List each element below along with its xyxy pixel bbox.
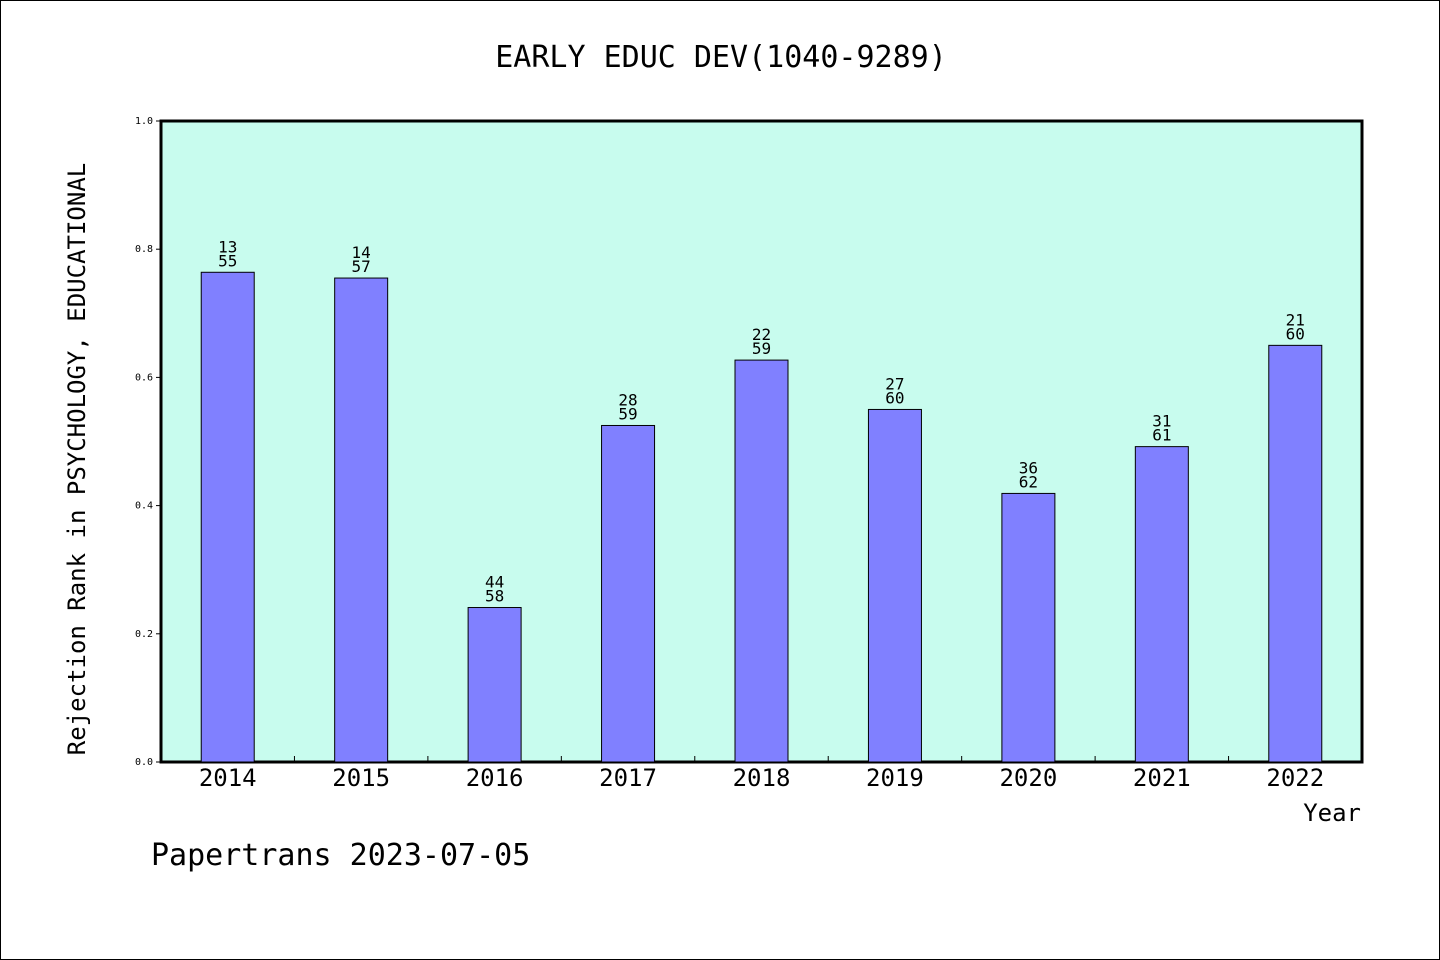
x-tick-label: 2015 bbox=[332, 764, 390, 792]
y-tick-label: 0.4 bbox=[135, 501, 153, 512]
x-tick-label: 2016 bbox=[466, 764, 524, 792]
footer-text: Papertrans 2023-07-05 bbox=[151, 838, 530, 873]
bar-2022 bbox=[1268, 344, 1323, 763]
x-tick-label: 2019 bbox=[866, 764, 924, 792]
bar-rank-label: 13 bbox=[218, 237, 237, 256]
y-axis-ticks: 0.0 0.2 0.4 0.6 0.8 1.0 bbox=[135, 116, 161, 768]
bar-total-label: 59 bbox=[752, 339, 771, 358]
bar-2021 bbox=[1134, 446, 1189, 763]
x-tick-label: 2018 bbox=[733, 764, 791, 792]
bar-rank-label: 21 bbox=[1286, 310, 1305, 329]
y-tick-label: 1.0 bbox=[135, 116, 153, 127]
bar-2016 bbox=[467, 607, 522, 763]
x-tick-label: 2014 bbox=[199, 764, 257, 792]
bar-rank-label: 28 bbox=[618, 390, 637, 409]
bar-rank-label: 44 bbox=[485, 573, 504, 592]
y-axis-label: Rejection Rank in PSYCHOLOGY, EDUCATIONA… bbox=[63, 163, 91, 755]
y-tick-label: 0.0 bbox=[135, 757, 153, 768]
bar-2014 bbox=[200, 271, 255, 763]
bar-total-label: 61 bbox=[1152, 426, 1171, 445]
bar-2015 bbox=[334, 277, 389, 763]
x-axis-label: Year bbox=[1303, 799, 1361, 827]
bar-rank-label: 36 bbox=[1019, 458, 1038, 477]
bar-total-label: 62 bbox=[1019, 472, 1038, 491]
bar-rank-label: 31 bbox=[1152, 412, 1171, 431]
chart-title: EARLY EDUC DEV(1040-9289) bbox=[495, 40, 947, 75]
y-tick-label: 0.2 bbox=[135, 629, 153, 640]
x-axis-ticks: 2014 2015 2016 2017 2018 2019 2020 2021 2022 bbox=[199, 756, 1324, 792]
bar-2019 bbox=[867, 408, 922, 763]
bar-2017 bbox=[601, 424, 656, 763]
x-tick-label: 2020 bbox=[999, 764, 1057, 792]
bar-total-label: 60 bbox=[885, 388, 904, 407]
y-tick-label: 0.6 bbox=[135, 372, 153, 383]
x-tick-label: 2017 bbox=[599, 764, 657, 792]
bar-total-label: 57 bbox=[352, 257, 371, 276]
bar-rank-label: 22 bbox=[752, 325, 771, 344]
bar-total-label: 55 bbox=[218, 251, 237, 270]
bar-2020 bbox=[1001, 492, 1056, 763]
bar-rank-label: 14 bbox=[352, 243, 371, 262]
bar-2018 bbox=[734, 359, 789, 763]
bar-total-label: 60 bbox=[1286, 324, 1305, 343]
bar-total-label: 59 bbox=[618, 404, 637, 423]
x-tick-label: 2021 bbox=[1133, 764, 1191, 792]
bar-rank-label: 27 bbox=[885, 374, 904, 393]
y-tick-label: 0.8 bbox=[135, 244, 153, 255]
bar-total-label: 58 bbox=[485, 587, 504, 606]
x-tick-label: 2022 bbox=[1266, 764, 1324, 792]
